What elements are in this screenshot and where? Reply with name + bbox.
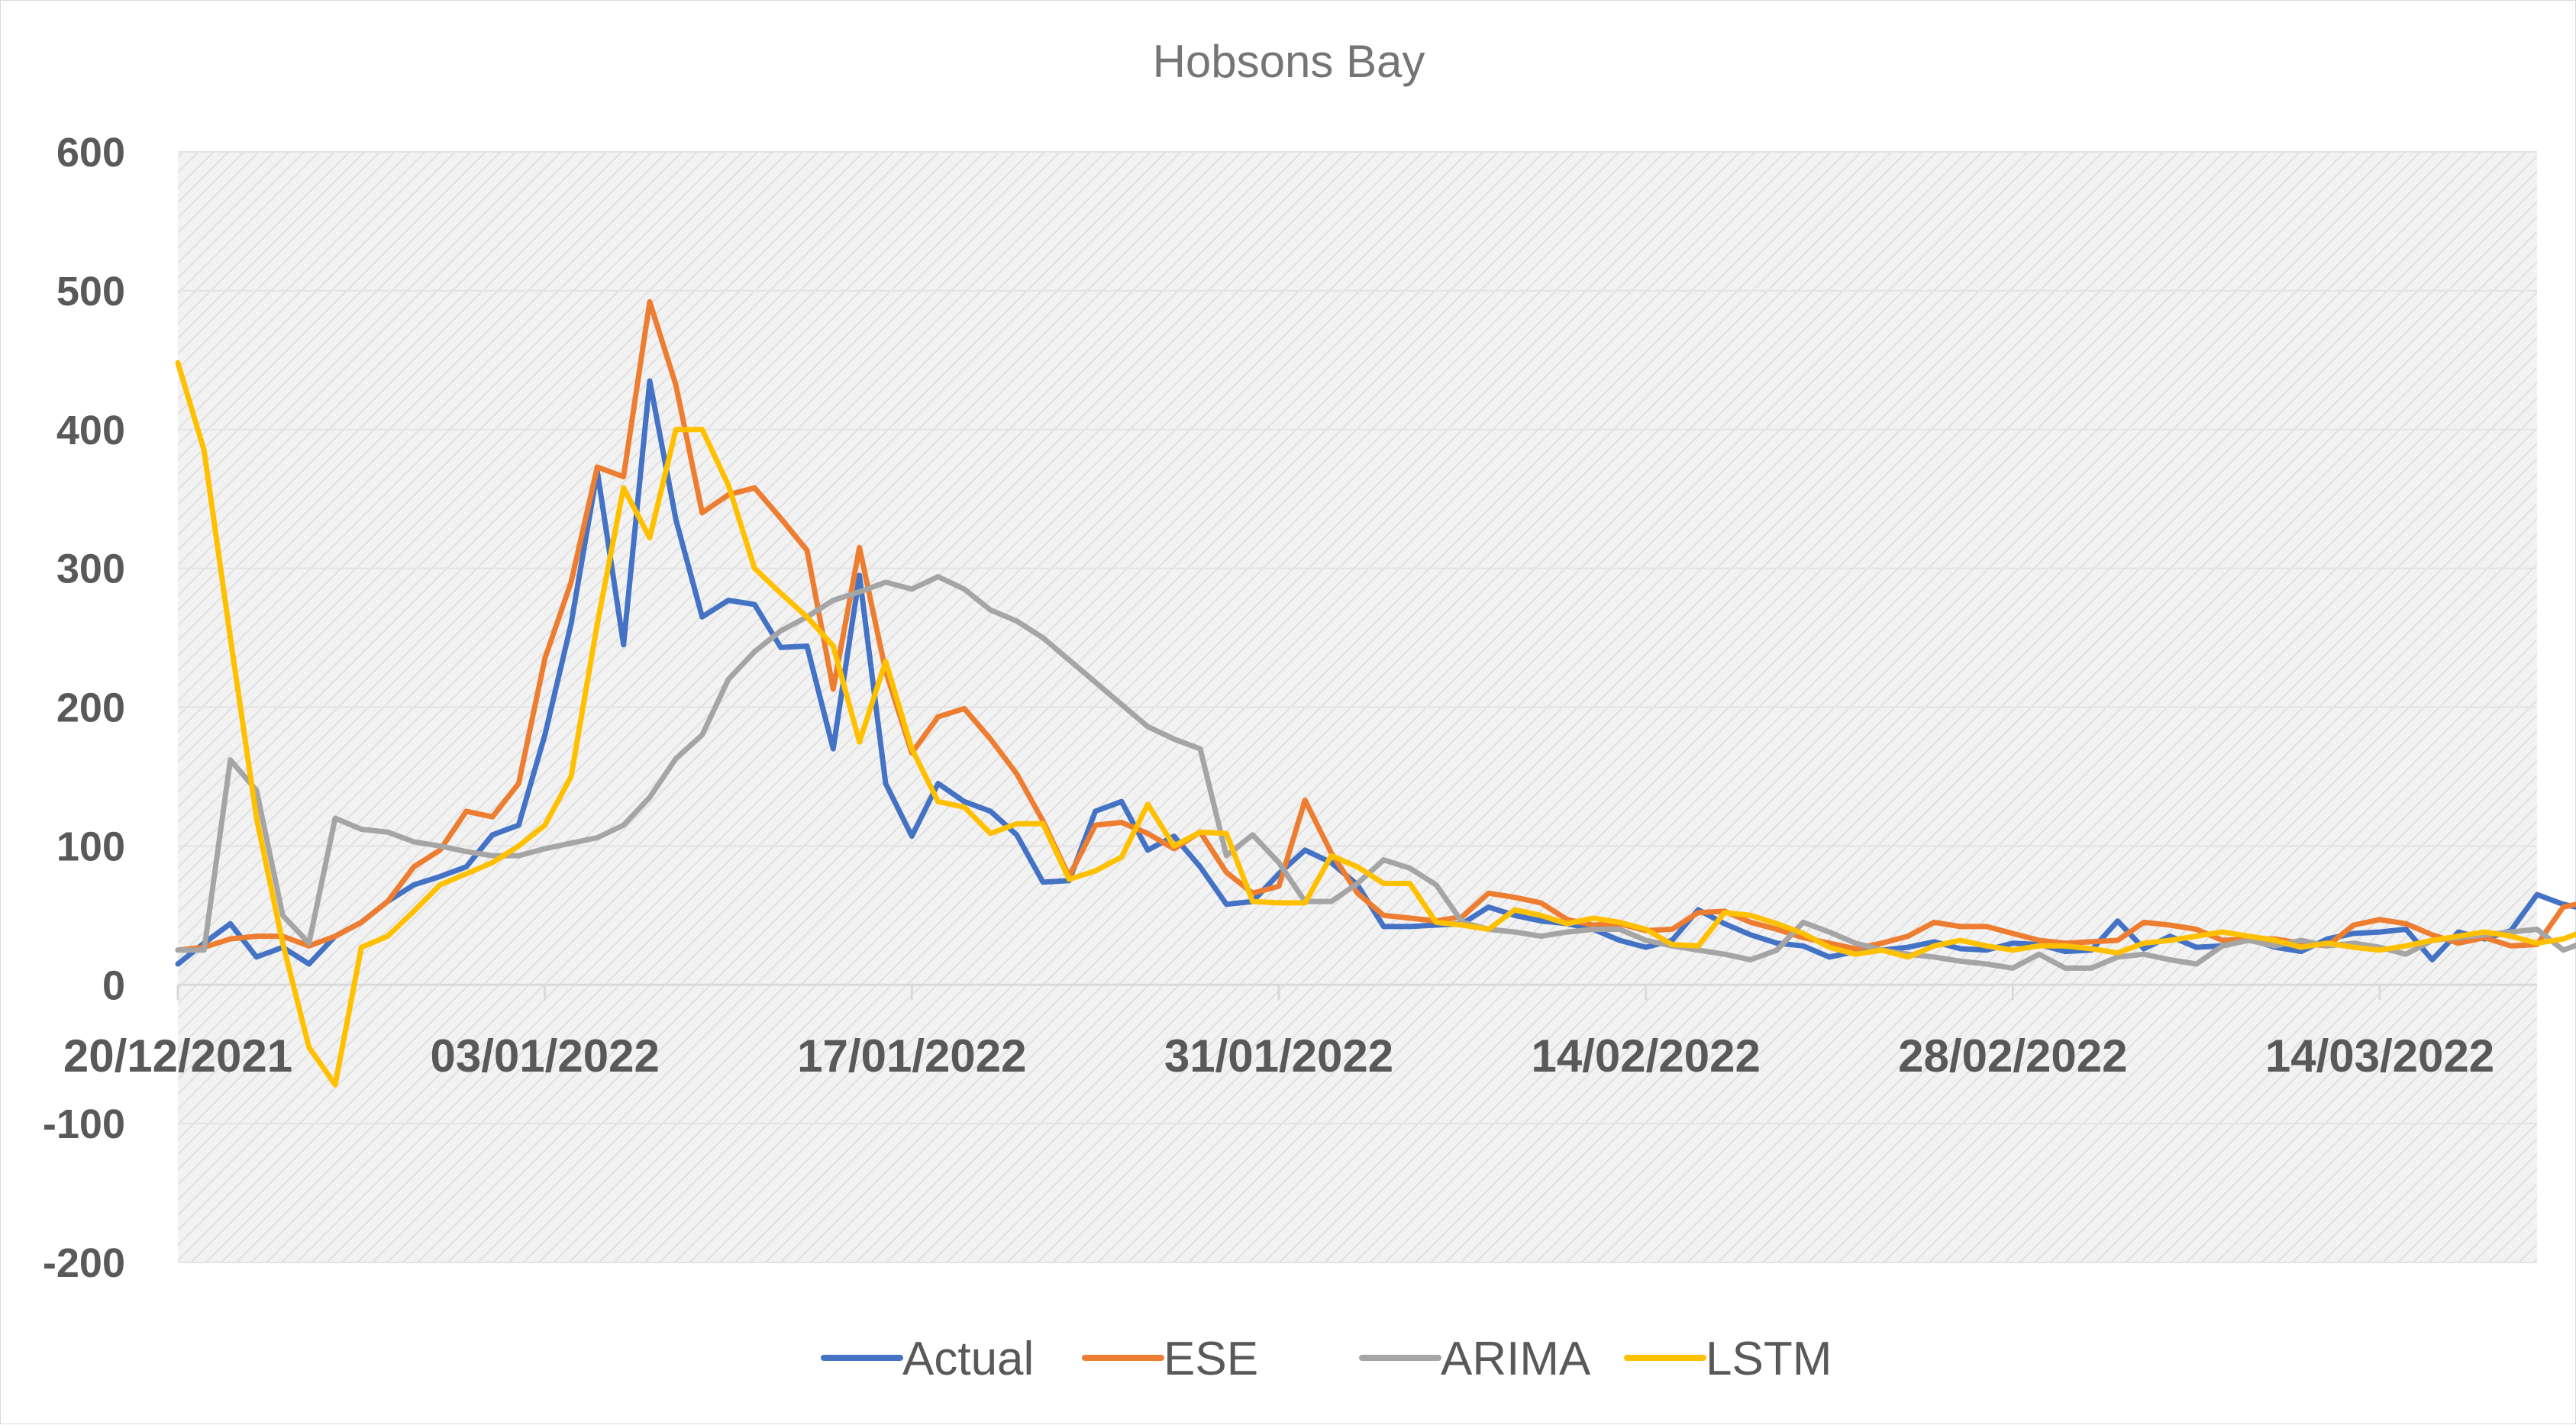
series-lines <box>175 298 2576 1088</box>
x-tick-label: 31/01/2022 <box>1164 1030 1393 1082</box>
y-tick-label: 0 <box>102 962 125 1008</box>
x-tick-label: 17/01/2022 <box>797 1030 1026 1082</box>
x-tick-label: 14/03/2022 <box>2265 1030 2494 1082</box>
x-tick-label: 20/12/2021 <box>63 1030 292 1082</box>
series-line-arima <box>175 574 2576 971</box>
y-axis-tick-labels: 600 500 400 300 200 100 0 -100 -200 <box>43 130 125 1286</box>
x-tick-label: 28/02/2022 <box>1898 1030 2127 1082</box>
y-tick-label: 500 <box>56 269 125 314</box>
x-tick-label: 03/01/2022 <box>431 1030 660 1082</box>
y-tick-label: 100 <box>56 824 125 869</box>
series-line-lstm <box>175 359 2576 1088</box>
legend-label-ese: ESE <box>1164 1333 1258 1385</box>
chart-title: Hobsons Bay <box>1153 36 1425 87</box>
legend-label-lstm: LSTM <box>1706 1333 1832 1385</box>
y-tick-label: -200 <box>43 1240 125 1286</box>
legend-label-actual: Actual <box>902 1333 1034 1385</box>
y-tick-label: -100 <box>43 1101 125 1147</box>
y-tick-label: 200 <box>56 685 125 731</box>
legend-label-arima: ARIMA <box>1441 1333 1591 1385</box>
legend: Actual ESE ARIMA LSTM <box>821 1333 1832 1385</box>
x-axis-tick-labels: 20/12/2021 03/01/2022 17/01/2022 31/01/2022… <box>63 985 2494 1082</box>
y-tick-label: 400 <box>56 408 125 453</box>
gridlines <box>178 151 2537 1263</box>
x-tick-label: 14/02/2022 <box>1532 1030 1761 1082</box>
y-tick-label: 600 <box>56 130 125 176</box>
y-tick-label: 300 <box>56 546 125 592</box>
